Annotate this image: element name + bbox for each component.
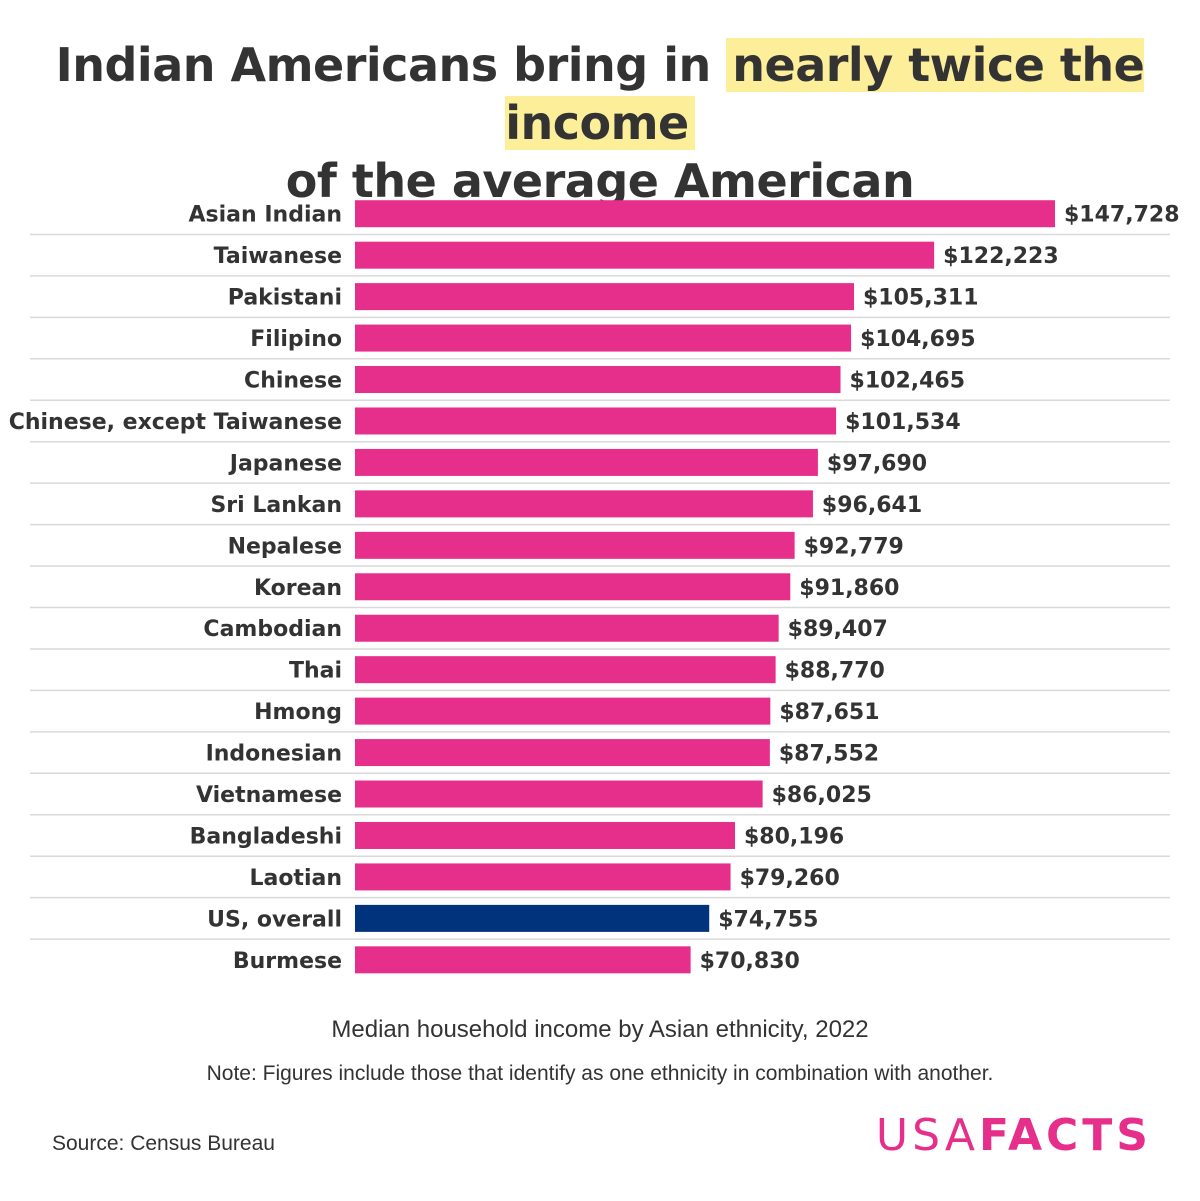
- category-label: Laotian: [249, 866, 342, 891]
- category-label: Indonesian: [206, 742, 342, 767]
- chart-note: Note: Figures include those that identif…: [206, 1062, 994, 1085]
- category-label: Sri Lankan: [210, 493, 342, 518]
- value-label: $102,465: [850, 369, 966, 394]
- value-label: $89,407: [788, 617, 888, 642]
- category-label: Taiwanese: [214, 244, 342, 269]
- bar-chart: Asian Indian $147,728 Taiwanese $122,223 Pak…: [9, 200, 1180, 974]
- bar: [355, 283, 855, 311]
- category-label: Cambodian: [203, 617, 342, 642]
- value-label: $91,860: [799, 576, 899, 601]
- value-label: $101,534: [845, 410, 961, 435]
- category-label: Chinese: [244, 369, 342, 394]
- bar: [355, 407, 837, 435]
- value-label: $70,830: [700, 949, 800, 974]
- bar: [355, 614, 779, 642]
- category-label: Bangladeshi: [190, 824, 342, 849]
- title-line-2: of the average American: [285, 154, 915, 208]
- value-label: $147,728: [1064, 203, 1180, 228]
- category-label: Pakistani: [228, 286, 342, 311]
- bar: [355, 863, 731, 891]
- category-label: Asian Indian: [189, 203, 342, 228]
- bar: [355, 241, 935, 269]
- bar: [355, 821, 736, 849]
- value-label: $88,770: [785, 659, 885, 684]
- value-label: $80,196: [744, 824, 844, 849]
- bar: [355, 573, 791, 601]
- bar: [355, 739, 770, 767]
- category-label: Nepalese: [228, 534, 342, 559]
- value-label: $92,779: [804, 534, 904, 559]
- logo-light-text: USA: [875, 1110, 979, 1161]
- bar: [355, 448, 818, 476]
- bar: [355, 200, 1055, 228]
- category-label: Thai: [289, 659, 342, 684]
- logo-bold-text: FACTS: [978, 1110, 1152, 1161]
- title-part-1: Indian Americans bring in: [55, 38, 727, 92]
- value-label: $105,311: [863, 286, 979, 311]
- title-line-1: Indian Americans bring in nearly twice t…: [0, 36, 1200, 152]
- source-label: Source: Census Bureau: [52, 1132, 275, 1155]
- chart-title: Indian Americans bring in nearly twice t…: [0, 36, 1200, 210]
- chart-subtitle: Median household income by Asian ethnici…: [331, 1016, 869, 1043]
- bar: [355, 366, 841, 394]
- bar: [355, 531, 795, 559]
- value-label: $87,651: [779, 700, 879, 725]
- category-label: Hmong: [254, 700, 342, 725]
- value-label: $87,552: [779, 742, 879, 767]
- value-label: $96,641: [822, 493, 922, 518]
- category-label: Chinese, except Taiwanese: [9, 410, 342, 435]
- category-label: Burmese: [233, 949, 342, 974]
- bar: [355, 780, 763, 808]
- value-label: $104,695: [860, 327, 976, 352]
- bar: [355, 324, 852, 352]
- category-label: Korean: [254, 576, 342, 601]
- usafacts-logo: USAFACTS: [876, 1110, 1152, 1161]
- bar: [355, 490, 813, 518]
- value-label: $86,025: [772, 783, 872, 808]
- category-label: Japanese: [228, 451, 342, 476]
- category-label: Vietnamese: [196, 783, 342, 808]
- bar-highlighted: [355, 904, 710, 932]
- category-label: Filipino: [250, 327, 342, 352]
- category-label: US, overall: [207, 907, 342, 932]
- value-label: $122,223: [943, 244, 1059, 269]
- bar: [355, 697, 771, 725]
- bar: [355, 946, 691, 974]
- value-label: $97,690: [827, 451, 927, 476]
- value-label: $79,260: [740, 866, 840, 891]
- value-label: $74,755: [718, 907, 818, 932]
- bar: [355, 656, 776, 684]
